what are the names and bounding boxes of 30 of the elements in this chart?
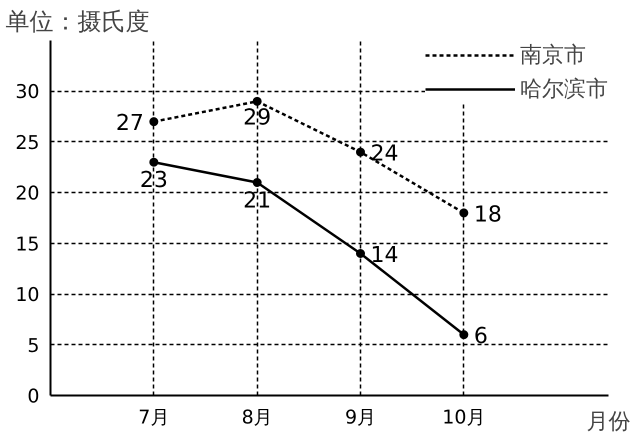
data-label: 29 [243,105,272,130]
data-label: 14 [370,243,398,268]
legend-label: 哈尔滨市 [520,76,608,104]
point [356,148,365,157]
x-tick-label: 9月 [344,406,376,428]
y-tick-label: 25 [15,132,40,154]
data-label: 24 [370,142,398,167]
x-tick-label: 8月 [242,406,273,428]
data-label: 18 [474,202,502,228]
point [149,158,158,167]
point [356,249,365,258]
point [459,208,468,218]
legend-label: 南京市 [520,42,586,70]
data-label: 6 [474,324,488,350]
x-tick-label: 10月 [442,406,486,428]
y-axis-title: 单位：摄氏度 [6,8,150,36]
y-tick-label: 20 [15,182,40,205]
y-tick-label: 5 [27,334,40,357]
y-tick-label: 30 [15,81,40,104]
y-tick-label: 15 [15,233,40,256]
point [252,178,262,187]
x-tick-label: 7月 [138,406,170,428]
y-tick-label: 10 [15,284,40,306]
y-tick-label: 0 [27,386,40,408]
point [459,330,468,340]
x-axis-title: 月份 [586,410,630,434]
data-label: 23 [140,168,168,194]
point [252,96,262,106]
data-label: 27 [116,111,144,136]
point [149,117,158,126]
